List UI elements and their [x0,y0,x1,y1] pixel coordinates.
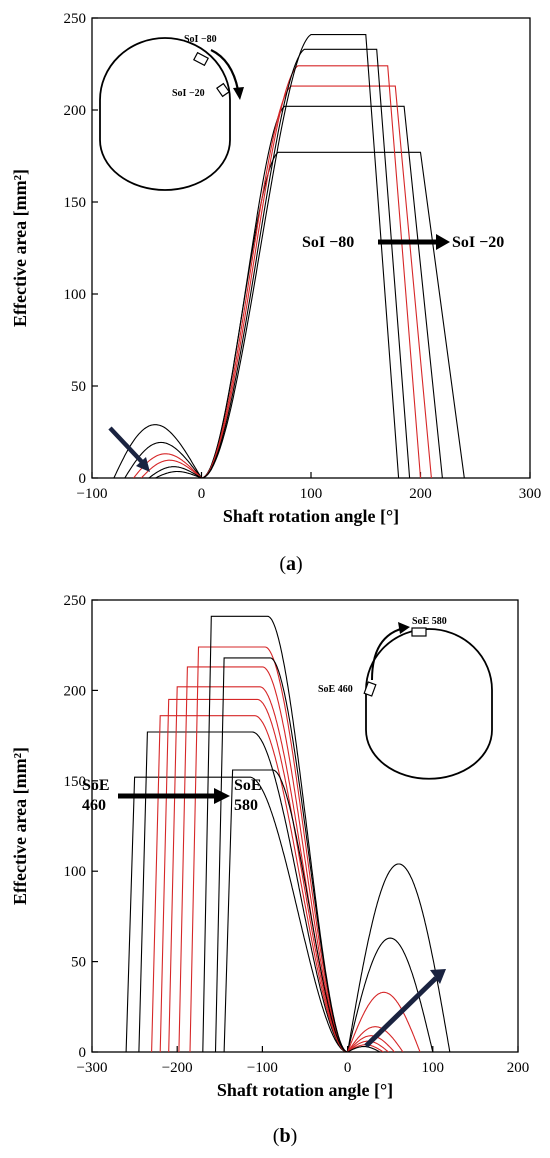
y-tick-label: 0 [79,471,87,487]
inset-label-2: SoE 460 [318,684,353,695]
x-axis-label: Shaft rotation angle [°] [217,1080,393,1100]
y-tick-label: 50 [71,955,86,971]
series-line-2 [138,731,434,1052]
x-tick-label: 300 [519,486,542,502]
plot-frame [91,599,519,1053]
inset-arrowhead [398,622,410,634]
panel-label: (b) [273,1125,297,1147]
series-line-10 [223,769,348,1052]
y-tick-label: 150 [64,195,87,211]
series-line-1 [113,151,465,478]
annotation-to: SoI −20 [452,234,504,251]
x-tick-label: 200 [409,486,432,502]
annotation-to-1: SoE [234,777,262,794]
annotation-to-2: 580 [234,797,258,814]
x-tick-label: −200 [162,1060,193,1076]
trend-arrow-shaft [364,976,438,1048]
annotation-arrowhead [214,788,230,804]
y-tick-label: 250 [64,593,87,609]
y-tick-label: 200 [64,103,87,119]
series-line-4 [159,698,404,1052]
series-line-6 [178,666,389,1052]
trend-arrowhead [430,969,446,984]
series-line-9 [214,657,348,1052]
annotation-from-1: SoE [82,777,110,794]
inset-arrowhead [233,87,244,100]
series-line-8 [202,615,381,1052]
series-line-3 [133,85,432,478]
inset-port-b [363,681,377,697]
annotation-from: SoI −80 [302,234,354,251]
x-tick-label: 0 [344,1060,352,1076]
inset-port-a [193,51,209,67]
annotation-arrowhead [436,234,450,250]
series-line-5 [148,48,411,478]
x-tick-label: 0 [198,486,206,502]
series-line-6 [155,34,400,478]
x-axis-label: Shaft rotation angle [°] [223,506,399,526]
trend-arrow-shaft [108,426,144,464]
inset-arrow [210,49,240,91]
series-line-7 [189,646,384,1052]
inset-label-1: SoE 580 [412,616,447,627]
inset-arrow [371,627,405,681]
series-group [125,615,451,1052]
y-tick-label: 100 [64,864,87,880]
y-tick-label: 200 [64,683,87,699]
y-tick-label: 50 [71,379,86,395]
series-group [113,34,465,478]
x-tick-label: −100 [77,486,108,502]
y-tick-label: 250 [64,11,87,27]
x-tick-label: 100 [422,1060,445,1076]
y-axis-label: Effective area [mm²] [10,747,30,905]
inset-label-2: SoI −20 [172,88,205,99]
y-tick-label: 150 [64,774,87,790]
x-tick-label: −100 [247,1060,278,1076]
inset-label-1: SoI −80 [184,34,217,45]
x-tick-label: 200 [507,1060,530,1076]
series-line-4 [140,65,422,478]
inset-port-a [411,627,427,637]
chart-b: −300 −200 −100 0 100 200 0 50 100 150 200 250 Shaft … [10,593,529,1147]
annotation-from-2: 460 [82,797,106,814]
inset-port-outline [365,628,493,780]
trend-arrowhead [136,457,150,472]
y-axis-label: Effective area [mm²] [10,169,30,327]
y-tick-label: 0 [79,1045,87,1061]
y-tick-label: 100 [64,287,87,303]
x-tick-label: 100 [300,486,323,502]
panel-label: (a) [279,553,302,575]
inset-port-outline [99,37,231,191]
inset-port-b [216,82,230,98]
x-tick-label: −300 [77,1060,108,1076]
